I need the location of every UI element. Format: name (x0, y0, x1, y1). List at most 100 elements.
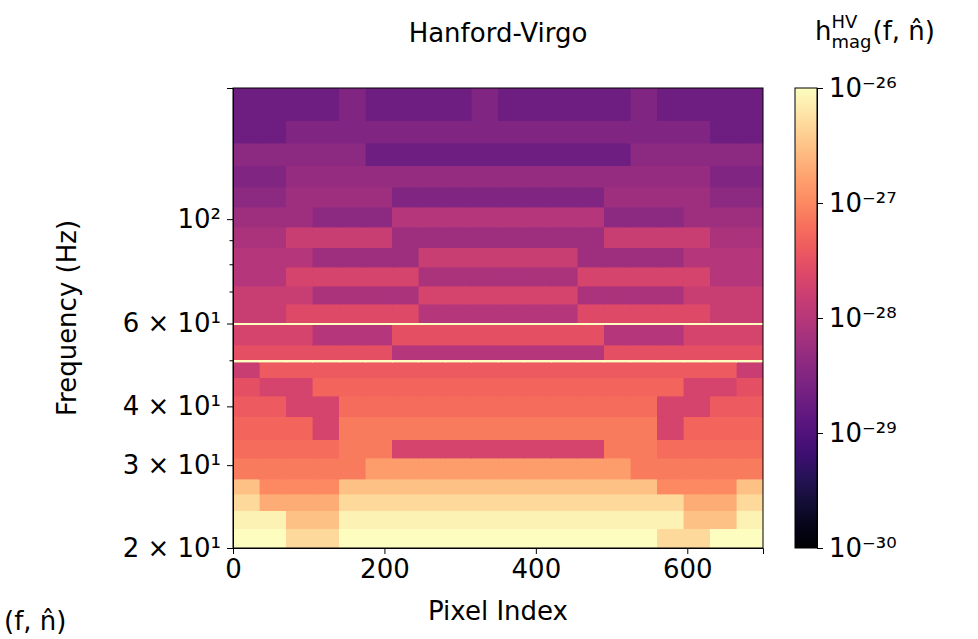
tick-label: 10⁻²⁹ (829, 418, 897, 448)
tick-label: 2 × 10¹ (123, 533, 221, 563)
heatmap-cell (313, 440, 340, 459)
heatmap-cell (604, 166, 631, 188)
heatmap-cell (710, 227, 737, 247)
heatmap-cell (737, 345, 764, 360)
heatmap-cell (604, 345, 631, 360)
heatmap-cell (604, 494, 631, 510)
heatmap-cell (233, 304, 260, 322)
heatmap-cell (313, 345, 340, 360)
heatmap-cell (498, 286, 525, 304)
heatmap-cell (604, 121, 631, 144)
heatmap-cell (445, 362, 472, 378)
heatmap-cell (631, 121, 658, 144)
heatmap-cell (260, 88, 287, 121)
heatmap-cell (313, 378, 340, 397)
heatmap-cell (419, 227, 446, 247)
heatmap-cell (551, 362, 578, 378)
heatmap-cell (339, 440, 366, 459)
heatmap-cell (445, 267, 472, 286)
heatmap-cell (472, 207, 499, 227)
heatmap-cell (737, 166, 764, 188)
heatmap-cell (604, 360, 631, 362)
heatmap-cell (472, 360, 499, 362)
heatmap-cell (525, 325, 552, 346)
heatmap-cell (313, 187, 340, 207)
heatmap-cell (445, 143, 472, 165)
heatmap-cell (260, 362, 287, 378)
heatmap-cell (525, 479, 552, 494)
heatmap-cell (578, 417, 605, 440)
heatmap-cell (445, 304, 472, 322)
heatmap-cell (472, 166, 499, 188)
tick-mark (227, 548, 233, 549)
heatmap-cell (737, 362, 764, 378)
heatmap-cell (419, 88, 446, 121)
heatmap-cell (657, 458, 684, 479)
plot-frame (233, 88, 763, 548)
heatmap-cell (313, 207, 340, 227)
heatmap-cell (313, 396, 340, 416)
heatmap-cell (445, 166, 472, 188)
heatmap-cell (525, 143, 552, 165)
heatmap-cell (392, 166, 419, 188)
heatmap-cell (604, 143, 631, 165)
heatmap-cell (233, 417, 260, 440)
heatmap-cell (339, 121, 366, 144)
heatmap-cell (339, 494, 366, 510)
heatmap-cell (392, 378, 419, 397)
heatmap-cell (684, 396, 711, 416)
heatmap-cell (684, 479, 711, 494)
heatmap-cell (684, 88, 711, 121)
tick: 6 × 10¹ (123, 308, 233, 338)
heatmap-cell (631, 458, 658, 479)
heatmap-cell (366, 378, 393, 397)
heatmap-cell (313, 166, 340, 188)
heatmap-cell (392, 207, 419, 227)
heatmap-cell (631, 187, 658, 207)
heatmap-cell (286, 267, 313, 286)
heatmap-cell (631, 494, 658, 510)
heatmap-cell (737, 494, 764, 510)
heatmap-cell (498, 248, 525, 268)
heatmap-cell (286, 207, 313, 227)
heatmap-cell (472, 121, 499, 144)
heatmap-cell (339, 417, 366, 440)
heatmap-cell (472, 417, 499, 440)
tick: 0 (225, 548, 242, 584)
heatmap-cell (684, 323, 711, 325)
tick: 200 (360, 548, 410, 584)
heatmap-cell (710, 362, 737, 378)
heatmap-cell (472, 479, 499, 494)
tick-label: 6 × 10¹ (123, 308, 221, 338)
heatmap-cell (498, 362, 525, 378)
heatmap-cell (604, 323, 631, 325)
tick-label: 600 (663, 554, 713, 584)
heatmap-cell (233, 286, 260, 304)
heatmap-cell (578, 360, 605, 362)
heatmap-cell (366, 267, 393, 286)
chart-title: Hanford-Virgo (409, 18, 588, 48)
heatmap-cell (551, 529, 578, 548)
heatmap-cell (286, 248, 313, 268)
heatmap-cell (419, 378, 446, 397)
heatmap-cell (366, 362, 393, 378)
heatmap-cell (684, 227, 711, 247)
heatmap-cell (657, 207, 684, 227)
heatmap-cell (657, 417, 684, 440)
tick: 2 × 10¹ (123, 533, 233, 563)
heatmap-cell (551, 360, 578, 362)
heatmap-cell (710, 267, 737, 286)
heatmap-cell (392, 267, 419, 286)
heatmap-cell (631, 227, 658, 247)
heatmap-cell (684, 121, 711, 144)
heatmap-cell (551, 494, 578, 510)
heatmap-cell (260, 396, 287, 416)
heatmap-cell (657, 494, 684, 510)
heatmap-cell (551, 323, 578, 325)
heatmap-cell (551, 378, 578, 397)
heatmap-cell (498, 304, 525, 322)
heatmap-cell (233, 378, 260, 397)
heatmap-cell (392, 494, 419, 510)
heatmap-cell (710, 458, 737, 479)
heatmap-cell (472, 440, 499, 459)
